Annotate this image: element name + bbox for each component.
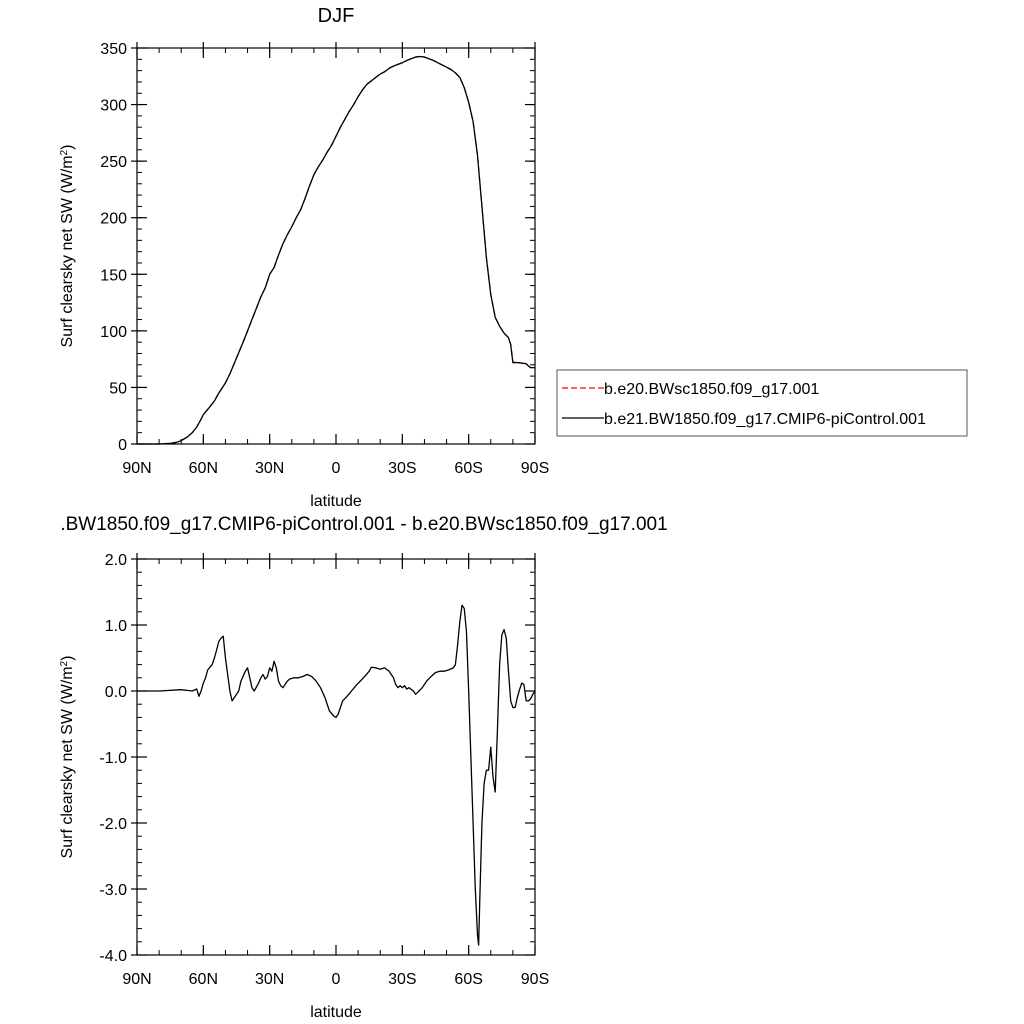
x-tick-label: 60N <box>189 460 218 477</box>
y-tick-label: -2.0 <box>99 816 127 833</box>
x-tick-label: 30N <box>255 971 284 988</box>
y-tick-label: -1.0 <box>99 750 127 767</box>
x-tick-label: 30S <box>388 460 416 477</box>
x-tick-label: 0 <box>332 971 341 988</box>
x-tick-label: 0 <box>332 460 341 477</box>
legend: b.e20.BWsc1850.f09_g17.001 b.e21.BW1850.f… <box>556 369 968 437</box>
y-axis-label: Surf clearsky net SW (W/m2) <box>59 145 77 348</box>
y-tick-label: 300 <box>100 98 127 115</box>
y-tick-label: 50 <box>109 380 127 397</box>
x-tick-label: 60N <box>189 971 218 988</box>
y-tick-label: 0.0 <box>105 684 127 701</box>
y-tick-label: 200 <box>100 211 127 228</box>
y-tick-label: -3.0 <box>99 882 127 899</box>
x-tick-label: 90N <box>122 460 151 477</box>
series-line-1 <box>137 604 536 946</box>
series-line-2 <box>137 55 535 445</box>
x-tick-label: 90S <box>521 971 549 988</box>
x-axis-label: latitude <box>310 493 362 510</box>
y-tick-label: 350 <box>100 41 127 58</box>
legend-box <box>556 369 968 437</box>
chart-title: .BW1850.f09_g17.CMIP6-piControl.001 - b.… <box>60 514 667 535</box>
x-tick-label: 90S <box>521 460 549 477</box>
y-tick-label: 100 <box>100 324 127 341</box>
y-tick-label: 0 <box>118 437 127 454</box>
y-tick-label: 250 <box>100 154 127 171</box>
x-axis-label: latitude <box>310 1004 362 1021</box>
x-tick-label: 30S <box>388 971 416 988</box>
bottom-panel: .BW1850.f09_g17.CMIP6-piControl.001 - b.… <box>59 514 668 1021</box>
chart-title: DJF <box>318 5 355 27</box>
legend-label-1: b.e20.BWsc1850.f09_g17.001 <box>604 381 819 398</box>
top-panel: DJF 0 50 100 150 200 250 300 350 90N 60N 30N 0 30S 60S… <box>59 5 968 510</box>
y-tick-label: 1.0 <box>105 618 127 635</box>
x-tick-label: 60S <box>454 460 482 477</box>
x-tick-label: 90N <box>122 971 151 988</box>
y-axis-label: Surf clearsky net SW (W/m2) <box>59 656 77 859</box>
y-tick-label: -4.0 <box>99 948 127 965</box>
x-tick-label: 30N <box>255 460 284 477</box>
y-tick-label: 2.0 <box>105 552 127 569</box>
y-tick-label: 150 <box>100 267 127 284</box>
legend-label-2: b.e21.BW1850.f09_g17.CMIP6-piControl.001 <box>604 411 926 428</box>
x-tick-label: 60S <box>454 971 482 988</box>
